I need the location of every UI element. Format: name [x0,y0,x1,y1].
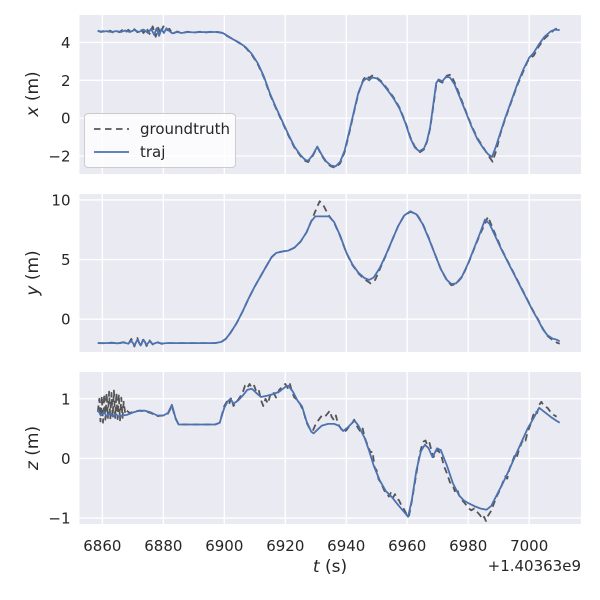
x-tick-label: 6880 [144,537,182,555]
series-traj-line [97,210,561,347]
x-tick-label: 6940 [327,537,365,555]
x-tick-label: 6900 [205,537,243,555]
y-tick-label: −2 [48,148,70,166]
x-tick-label: 6860 [83,537,121,555]
y-tick-label: 1 [61,390,71,408]
axis-offset-text: +1.40363e9 [487,557,581,575]
y-axis-label-z-var: z [23,461,43,471]
x-tick-label: 6980 [449,537,487,555]
y-axis-label-x-unit: (m) [23,71,43,107]
y-axis-label-y: y (m) [23,250,43,295]
legend-item-traj: traj [93,143,227,161]
x-axis-label-unit: (s) [319,557,348,577]
y-tick-label: 0 [61,110,71,128]
y-tick-label: 0 [61,450,71,468]
legend-item-groundtruth: groundtruth [93,120,231,138]
y-tick-label: 10 [51,191,70,209]
dashed-line-icon [94,128,129,130]
solid-line-icon [94,151,129,153]
x-tick-label: 7000 [510,537,548,555]
plot-area-background [79,372,581,524]
y-axis-label-y-var: y [23,285,43,296]
y-axis-label-x: x (m) [23,71,43,116]
y-tick-label: 2 [61,72,71,90]
subplot-y: 0 5 10 [51,191,581,352]
series-traj-line [96,384,561,518]
legend-label-groundtruth: groundtruth [140,120,231,138]
y-axis-label-z: z (m) [23,426,43,470]
x-tick-label: 6960 [388,537,426,555]
y-tick-label: 0 [61,311,71,329]
y-tick-label: 5 [61,251,71,269]
series-traj-line [97,27,560,168]
subplot-z: −1 0 1 6860 6880 6900 6920 6940 6960 6980 7000 [48,372,581,555]
y-tick-label: −1 [48,510,70,528]
x-axis-label-var: t [312,557,320,577]
x-axis-label: t (s) [313,557,347,577]
y-axis-label-z-unit: (m) [23,425,43,462]
legend-label-traj: traj [140,143,166,161]
y-tick-label: 4 [61,34,71,52]
legend: groundtruth traj [84,113,236,168]
y-axis-label-y-unit: (m) [23,250,43,286]
y-axis-label-x-var: x [23,106,43,117]
x-tick-label: 6920 [266,537,304,555]
